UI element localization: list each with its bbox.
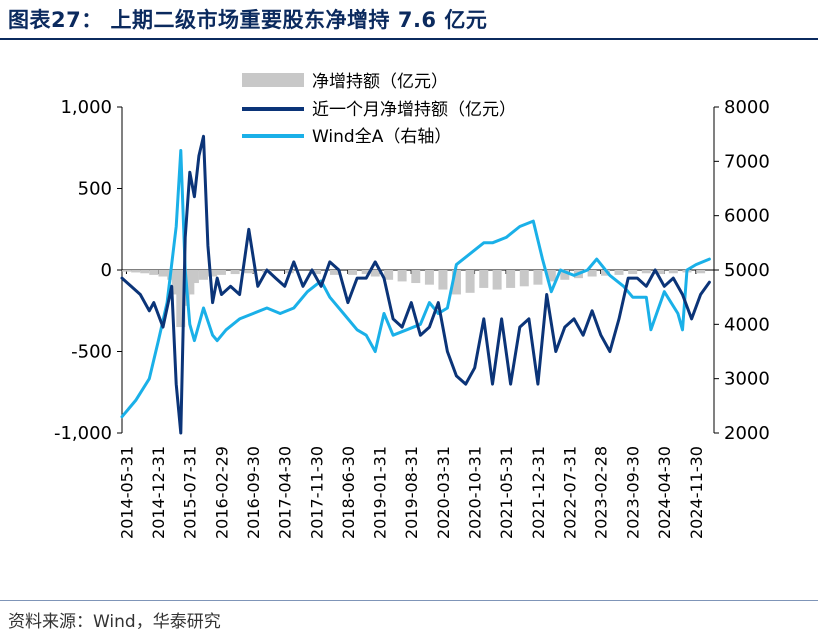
x-tick-label: 2022-07-31 [560, 446, 579, 539]
right-tick-label: 3000 [724, 369, 770, 390]
bar [140, 270, 150, 274]
bar [329, 270, 339, 275]
bar [348, 270, 358, 275]
bar [370, 270, 380, 277]
legend: 净增持额（亿元） 近一个月净增持额（亿元） Wind全A（右轴） [242, 72, 516, 147]
title-rule [0, 38, 818, 40]
right-tick-label: 6000 [724, 206, 770, 227]
source-note: 资料来源：Wind，华泰研究 [8, 612, 221, 632]
bar [506, 270, 516, 288]
right-tick-label: 8000 [724, 97, 770, 118]
left-tick-label: -500 [71, 342, 112, 363]
monthly-net-line [120, 134, 711, 435]
bar [451, 270, 461, 295]
bar [311, 270, 321, 275]
chart-axes: -1,000 -500 0 500 1,000 2000 3000 4000 5000 6000 7… [54, 97, 770, 539]
x-tick-label: 2019-08-31 [402, 446, 421, 539]
left-tick-label: 500 [78, 179, 112, 200]
x-tick-label: 2023-09-30 [624, 446, 643, 539]
bar [149, 270, 159, 275]
bar [384, 270, 394, 280]
bar [216, 270, 226, 275]
left-tick-label: 0 [101, 260, 112, 281]
left-tick-label: -1,000 [54, 423, 112, 444]
bar [230, 270, 240, 275]
legend-label: Wind全A（右轴） [312, 127, 451, 147]
figure-title: 图表27： 上期二级市场重要股东净增持 7.6 亿元 [8, 8, 488, 32]
bar [696, 270, 706, 274]
chart-lines [120, 134, 711, 435]
bar [479, 270, 489, 288]
bar [411, 270, 421, 284]
bar [587, 270, 597, 277]
bar [465, 270, 475, 293]
bar [198, 270, 208, 280]
bar [546, 270, 556, 282]
bar [641, 270, 651, 274]
bar [600, 270, 610, 276]
x-tick-label: 2014-05-31 [117, 446, 136, 539]
right-tick-label: 7000 [724, 151, 770, 172]
x-tick-label: 2021-12-31 [529, 446, 548, 539]
x-tick-label: 2017-11-30 [307, 446, 326, 539]
x-tick-label: 2024-04-30 [655, 446, 674, 539]
bar [185, 270, 195, 295]
x-tick-label: 2014-12-31 [149, 446, 168, 539]
x-tick-label: 2021-05-31 [497, 446, 516, 539]
bar [208, 270, 218, 277]
bar [171, 270, 181, 295]
bar [533, 270, 543, 285]
x-tick-label: 2016-02-29 [212, 446, 231, 539]
bar [361, 270, 371, 275]
bar [131, 270, 141, 273]
bar [655, 270, 665, 275]
x-tick-label: 2019-01-31 [371, 446, 390, 539]
x-tick-label: 2018-06-30 [339, 446, 358, 539]
right-tick-label: 2000 [724, 423, 770, 444]
x-tick-label: 2024-11-30 [687, 446, 706, 539]
legend-label: 净增持额（亿元） [312, 72, 448, 92]
bar [189, 270, 199, 284]
x-tick-label: 2016-09-30 [244, 446, 263, 539]
bar [614, 270, 624, 275]
bar [560, 270, 570, 280]
right-tick-label: 5000 [724, 260, 770, 281]
x-tick-label: 2023-02-28 [592, 446, 611, 539]
x-tick-label: 2020-10-31 [466, 446, 485, 539]
legend-label: 近一个月净增持额（亿元） [312, 100, 516, 120]
x-tick-label: 2017-04-30 [276, 446, 295, 539]
x-tick-label: 2015-07-31 [181, 446, 200, 539]
bar [668, 270, 678, 274]
bar [244, 270, 254, 274]
bar [628, 270, 638, 275]
bar [438, 270, 448, 290]
bar [424, 270, 434, 285]
wind-a-line [120, 149, 711, 419]
left-tick-label: 1,000 [60, 97, 112, 118]
bar [397, 270, 407, 282]
x-tick-label: 2020-03-31 [434, 446, 453, 539]
bar [492, 270, 502, 290]
legend-swatch-weekly [242, 73, 304, 87]
bar [519, 270, 529, 287]
bar [158, 270, 168, 277]
source-rule [0, 600, 818, 601]
right-tick-label: 4000 [724, 314, 770, 335]
bar [122, 270, 132, 272]
